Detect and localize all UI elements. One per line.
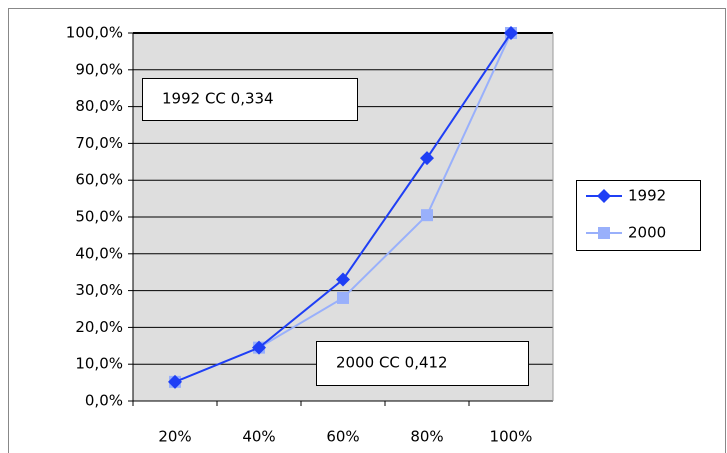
y-tick-label: 20,0%: [75, 318, 123, 336]
data-point: [421, 209, 433, 222]
y-tick-label: 80,0%: [75, 97, 123, 115]
y-tick-label: 100,0%: [66, 24, 123, 42]
y-tick-label: 70,0%: [75, 134, 123, 152]
data-point: [337, 291, 349, 304]
annotation: 2000 CC 0,412: [336, 354, 448, 372]
legend-label: 2000: [628, 224, 666, 242]
annotation: 1992 CC 0,334: [162, 90, 274, 108]
y-tick-label: 10,0%: [75, 355, 123, 373]
legend-marker: [597, 189, 611, 203]
x-tick-label: 100%: [490, 428, 533, 446]
data-point: [336, 272, 350, 287]
data-point: [504, 26, 518, 40]
x-tick-label: 40%: [242, 428, 275, 446]
annotation-box: [316, 341, 529, 386]
y-tick-label: 90,0%: [75, 60, 123, 78]
legend-label: 1992: [628, 187, 666, 205]
y-tick-label: 0,0%: [85, 392, 123, 410]
x-tick-label: 20%: [158, 428, 191, 446]
y-tick-label: 60,0%: [75, 171, 123, 189]
data-point: [168, 374, 182, 389]
x-tick-label: 80%: [410, 428, 443, 446]
data-point: [420, 151, 434, 166]
data-point: [252, 340, 266, 355]
legend-box: [576, 180, 701, 251]
y-tick-label: 50,0%: [75, 208, 123, 226]
x-tick-label: 60%: [326, 428, 359, 446]
y-tick-label: 40,0%: [75, 244, 123, 262]
annotation-box: [142, 78, 358, 121]
y-tick-label: 30,0%: [75, 281, 123, 299]
legend-marker: [598, 227, 610, 239]
